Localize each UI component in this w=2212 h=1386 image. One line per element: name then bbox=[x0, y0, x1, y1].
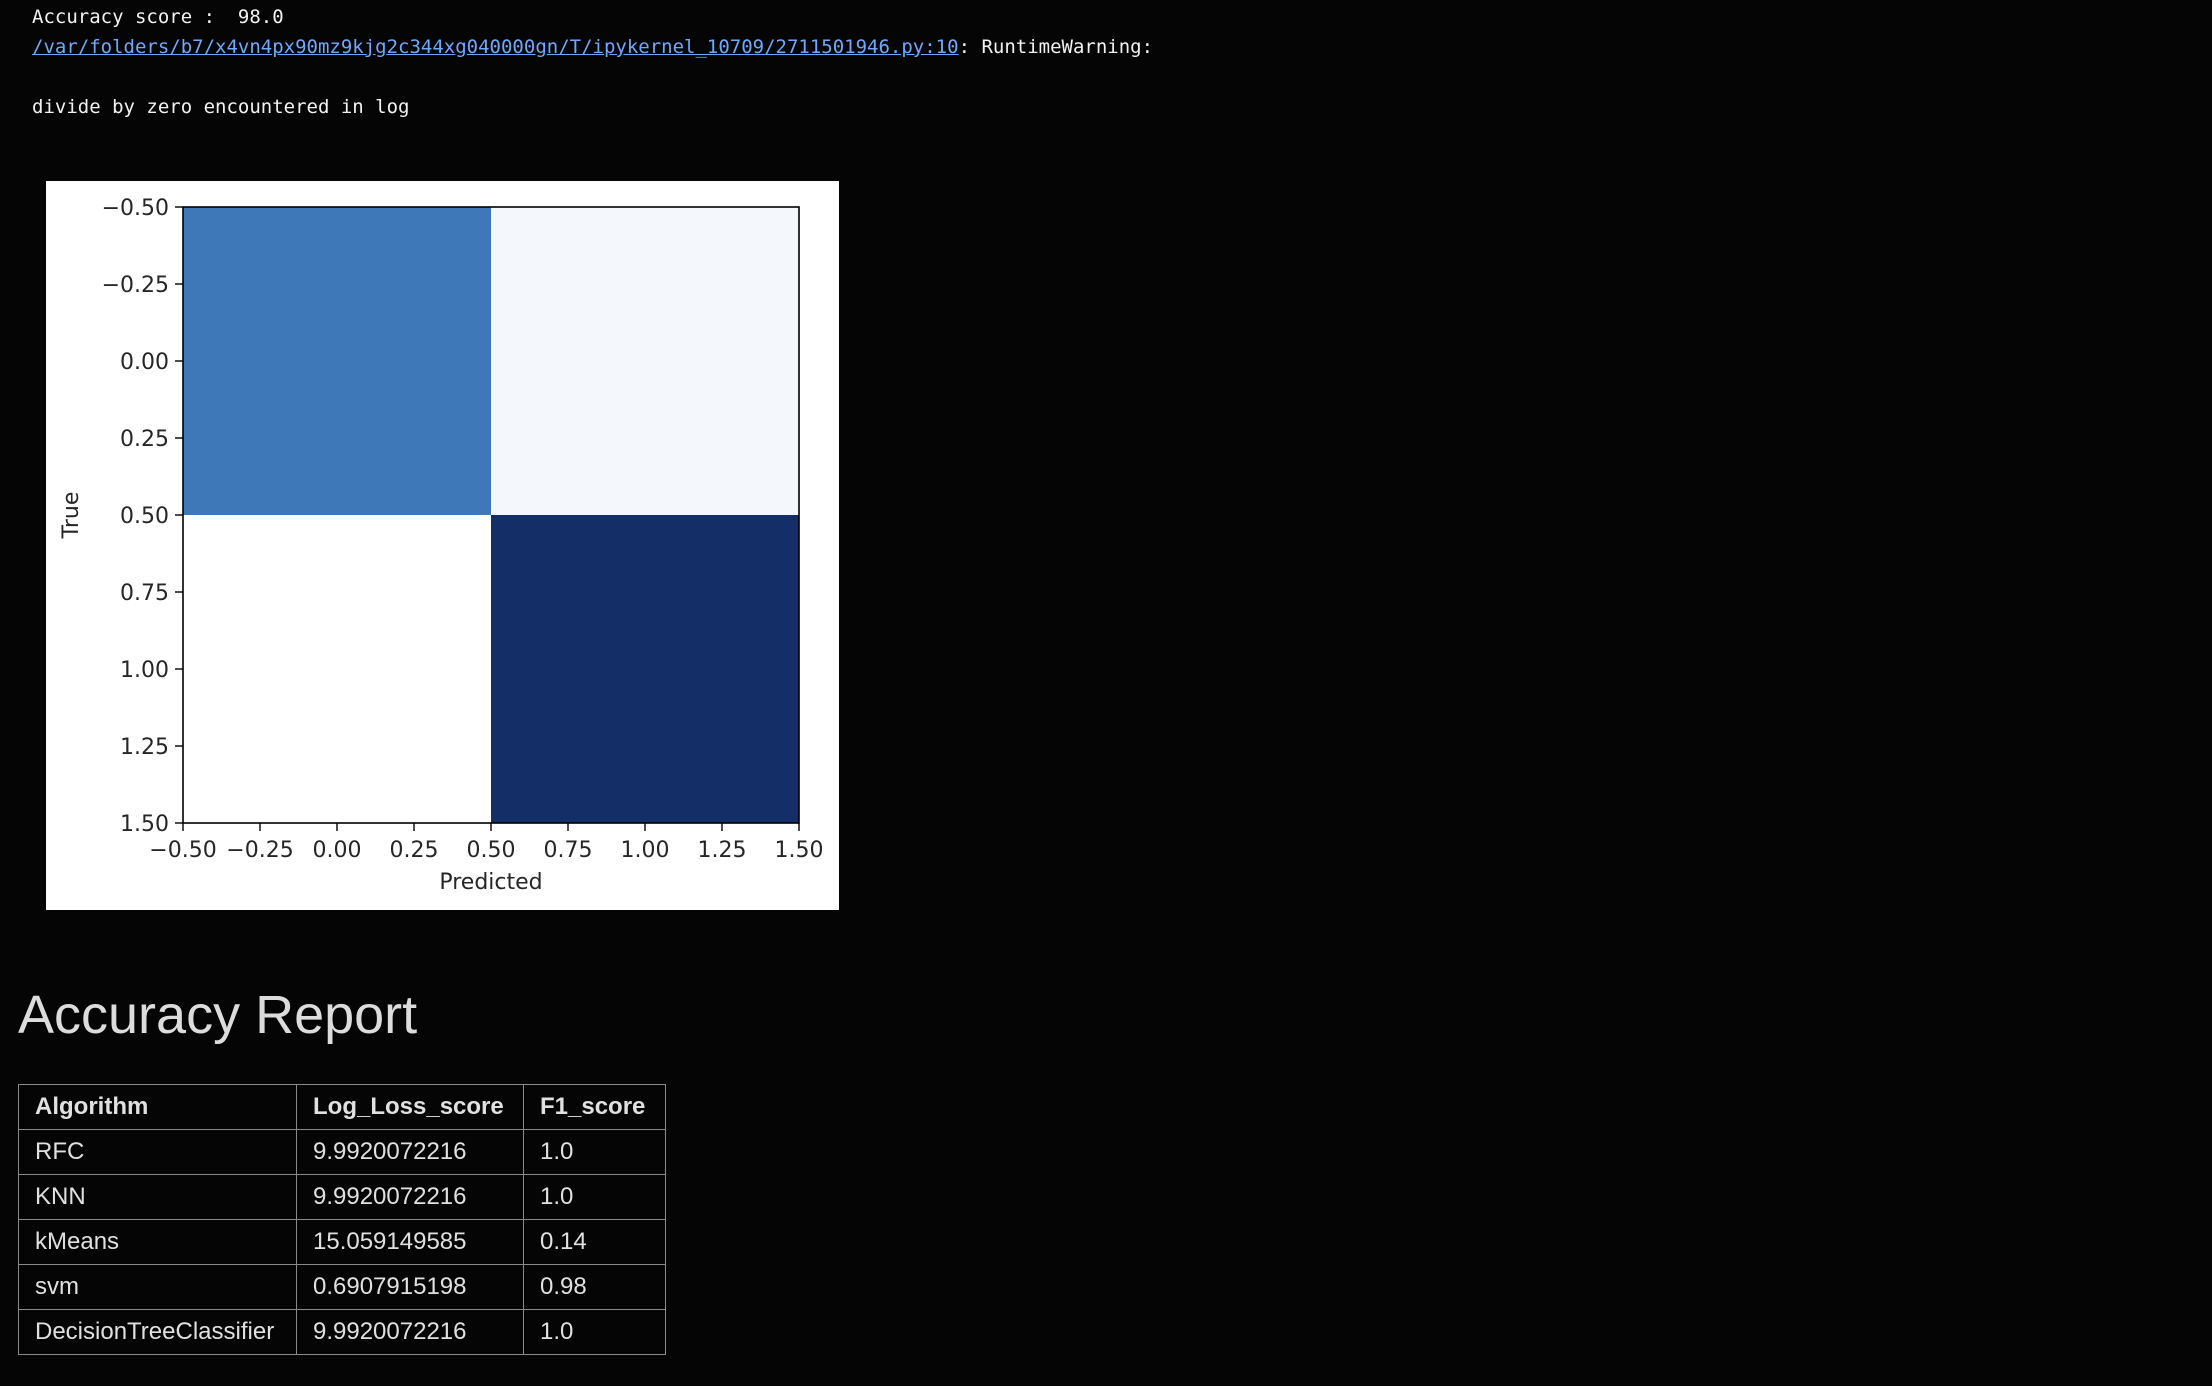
confusion-matrix-plot: −0.50 −0.25 0.00 0.25 0.50 0.75 1.00 1.25 1.50 −0… bbox=[46, 181, 839, 910]
table-cell-f1: 0.98 bbox=[523, 1264, 666, 1310]
y-tick-label: −0.50 bbox=[102, 196, 169, 221]
accuracy-report-table: Algorithm Log_Loss_score F1_score RFC 9.… bbox=[18, 1084, 666, 1355]
column-header-log-loss: Log_Loss_score bbox=[296, 1084, 524, 1130]
table-header-row: Algorithm Log_Loss_score F1_score bbox=[18, 1084, 666, 1130]
warning-message: divide by zero encountered in log bbox=[32, 96, 410, 118]
table-row: DecisionTreeClassifier 9.9920072216 1.0 bbox=[18, 1309, 666, 1355]
runtime-warning-line: /var/folders/b7/x4vn4px90mz9kjg2c344xg04… bbox=[32, 35, 1153, 59]
y-tick-label: 0.75 bbox=[120, 581, 169, 606]
table-row: KNN 9.9920072216 1.0 bbox=[18, 1174, 666, 1220]
column-header-algorithm: Algorithm bbox=[18, 1084, 297, 1130]
x-axis-label: Predicted bbox=[439, 870, 542, 895]
heatmap-cell bbox=[491, 515, 799, 823]
table-cell-f1: 1.0 bbox=[523, 1309, 666, 1355]
table-row: RFC 9.9920072216 1.0 bbox=[18, 1129, 666, 1175]
x-tick-label: 0.50 bbox=[467, 838, 516, 863]
table-cell-algorithm: kMeans bbox=[18, 1219, 297, 1265]
warning-type: : RuntimeWarning: bbox=[958, 36, 1154, 58]
table-cell-algorithm: KNN bbox=[18, 1174, 297, 1220]
y-tick-label: 0.00 bbox=[120, 350, 169, 375]
x-tick-label: 0.00 bbox=[313, 838, 362, 863]
warning-source-link[interactable]: /var/folders/b7/x4vn4px90mz9kjg2c344xg04… bbox=[32, 36, 959, 58]
x-tick-label: 0.25 bbox=[390, 838, 439, 863]
y-tick-label: 1.00 bbox=[120, 658, 169, 683]
table-row: kMeans 15.059149585 0.14 bbox=[18, 1219, 666, 1265]
y-tick-label: 0.25 bbox=[120, 427, 169, 452]
table-cell-log-loss: 0.6907915198 bbox=[296, 1264, 524, 1310]
table-cell-log-loss: 9.9920072216 bbox=[296, 1309, 524, 1355]
table-cell-log-loss: 15.059149585 bbox=[296, 1219, 524, 1265]
x-tick-label: 1.50 bbox=[775, 838, 824, 863]
table-cell-f1: 0.14 bbox=[523, 1219, 666, 1265]
accuracy-score-output: Accuracy score : 98.0 bbox=[32, 6, 284, 28]
x-tick-label: −0.50 bbox=[149, 838, 216, 863]
table-cell-algorithm: DecisionTreeClassifier bbox=[18, 1309, 297, 1355]
table-cell-f1: 1.0 bbox=[523, 1174, 666, 1220]
x-tick-label: 1.25 bbox=[698, 838, 747, 863]
x-tick-label: 1.00 bbox=[621, 838, 670, 863]
y-tick-label: 1.25 bbox=[120, 735, 169, 760]
y-tick-label: 1.50 bbox=[120, 812, 169, 837]
column-header-f1: F1_score bbox=[523, 1084, 666, 1130]
table-cell-log-loss: 9.9920072216 bbox=[296, 1129, 524, 1175]
table-cell-f1: 1.0 bbox=[523, 1129, 666, 1175]
table-cell-log-loss: 9.9920072216 bbox=[296, 1174, 524, 1220]
y-tick-label: 0.50 bbox=[120, 504, 169, 529]
x-tick-label: 0.75 bbox=[544, 838, 593, 863]
x-tick-label: −0.25 bbox=[226, 838, 293, 863]
heatmap-cell bbox=[183, 515, 491, 823]
heatmap-cell bbox=[183, 207, 491, 515]
heatmap-cell bbox=[491, 207, 799, 515]
table-row: svm 0.6907915198 0.98 bbox=[18, 1264, 666, 1310]
y-tick-label: −0.25 bbox=[102, 273, 169, 298]
table-cell-algorithm: RFC bbox=[18, 1129, 297, 1175]
y-axis-label: True bbox=[59, 492, 84, 540]
accuracy-report-heading: Accuracy Report bbox=[18, 985, 418, 1045]
table-cell-algorithm: svm bbox=[18, 1264, 297, 1310]
confusion-matrix-svg: −0.50 −0.25 0.00 0.25 0.50 0.75 1.00 1.25 1.50−0… bbox=[59, 196, 824, 895]
